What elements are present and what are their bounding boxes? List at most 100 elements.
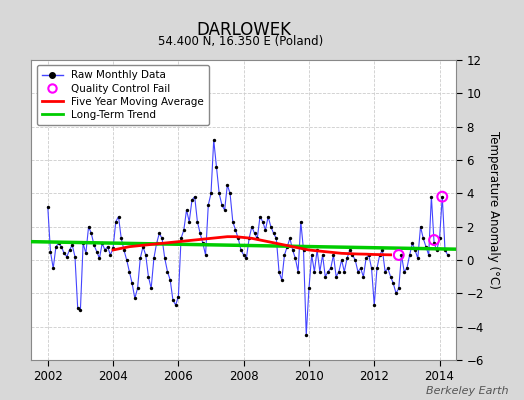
- Point: [141, 252, 150, 258]
- Point: [413, 255, 422, 262]
- Point: [269, 230, 278, 236]
- Point: [337, 257, 346, 263]
- Point: [163, 268, 172, 275]
- Point: [335, 268, 343, 275]
- Point: [400, 268, 408, 275]
- Point: [395, 285, 403, 292]
- Point: [245, 235, 253, 242]
- Point: [210, 137, 218, 143]
- Point: [411, 247, 419, 253]
- Point: [351, 257, 359, 263]
- Title: DARLOWEK: DARLOWEK: [196, 21, 291, 39]
- Point: [57, 244, 66, 250]
- Point: [139, 244, 147, 250]
- Point: [362, 255, 370, 262]
- Point: [256, 214, 264, 220]
- Point: [191, 194, 199, 200]
- Point: [242, 255, 250, 262]
- Point: [283, 244, 291, 250]
- Point: [308, 252, 316, 258]
- Point: [433, 247, 441, 253]
- Point: [76, 307, 84, 313]
- Point: [272, 235, 280, 242]
- Point: [174, 294, 182, 300]
- Point: [348, 252, 357, 258]
- Point: [280, 252, 289, 258]
- Point: [376, 252, 384, 258]
- Point: [438, 194, 446, 200]
- Point: [43, 204, 52, 210]
- Point: [231, 227, 239, 233]
- Point: [354, 268, 362, 275]
- Point: [66, 247, 74, 253]
- Point: [417, 224, 425, 230]
- Point: [422, 244, 430, 250]
- Point: [356, 265, 365, 272]
- Point: [180, 227, 188, 233]
- Point: [253, 235, 261, 242]
- Point: [297, 218, 305, 225]
- Point: [365, 252, 373, 258]
- Point: [130, 295, 139, 302]
- Point: [171, 302, 180, 308]
- Point: [155, 230, 163, 236]
- Point: [438, 194, 446, 200]
- Point: [160, 255, 169, 262]
- Point: [215, 190, 223, 196]
- Point: [193, 218, 202, 225]
- Point: [430, 237, 438, 243]
- Point: [367, 265, 376, 272]
- Point: [199, 240, 207, 246]
- Point: [101, 247, 109, 253]
- Point: [234, 235, 243, 242]
- Point: [112, 218, 120, 225]
- Point: [52, 244, 60, 250]
- Point: [406, 252, 414, 258]
- Point: [424, 252, 433, 258]
- Point: [313, 247, 321, 253]
- Point: [359, 274, 367, 280]
- Point: [305, 285, 313, 292]
- Point: [82, 250, 90, 256]
- Point: [343, 255, 351, 262]
- Point: [250, 230, 259, 236]
- Point: [204, 202, 213, 208]
- Point: [71, 254, 79, 260]
- Point: [109, 245, 117, 252]
- Point: [427, 194, 435, 200]
- Point: [103, 244, 112, 250]
- Point: [196, 230, 204, 236]
- Point: [217, 202, 226, 208]
- Point: [147, 285, 155, 292]
- Point: [373, 265, 381, 272]
- Point: [207, 190, 215, 196]
- Point: [228, 218, 237, 225]
- Point: [120, 247, 128, 253]
- Point: [177, 235, 185, 242]
- Point: [288, 247, 297, 253]
- Point: [392, 290, 400, 296]
- Point: [188, 197, 196, 203]
- Point: [430, 240, 438, 246]
- Point: [315, 268, 324, 275]
- Point: [378, 247, 387, 253]
- Point: [221, 207, 229, 213]
- Point: [201, 252, 210, 258]
- Point: [419, 235, 428, 242]
- Point: [68, 242, 77, 248]
- Point: [150, 255, 158, 262]
- Point: [144, 274, 152, 280]
- Point: [117, 235, 125, 242]
- Point: [324, 268, 332, 275]
- Legend: Raw Monthly Data, Quality Control Fail, Five Year Moving Average, Long-Term Tren: Raw Monthly Data, Quality Control Fail, …: [37, 65, 209, 125]
- Point: [185, 218, 193, 225]
- Point: [321, 274, 330, 280]
- Point: [278, 277, 286, 283]
- Y-axis label: Temperature Anomaly (°C): Temperature Anomaly (°C): [487, 131, 500, 289]
- Point: [93, 248, 101, 255]
- Point: [291, 255, 300, 262]
- Point: [264, 214, 272, 220]
- Point: [128, 280, 136, 286]
- Point: [408, 240, 417, 246]
- Point: [79, 240, 88, 246]
